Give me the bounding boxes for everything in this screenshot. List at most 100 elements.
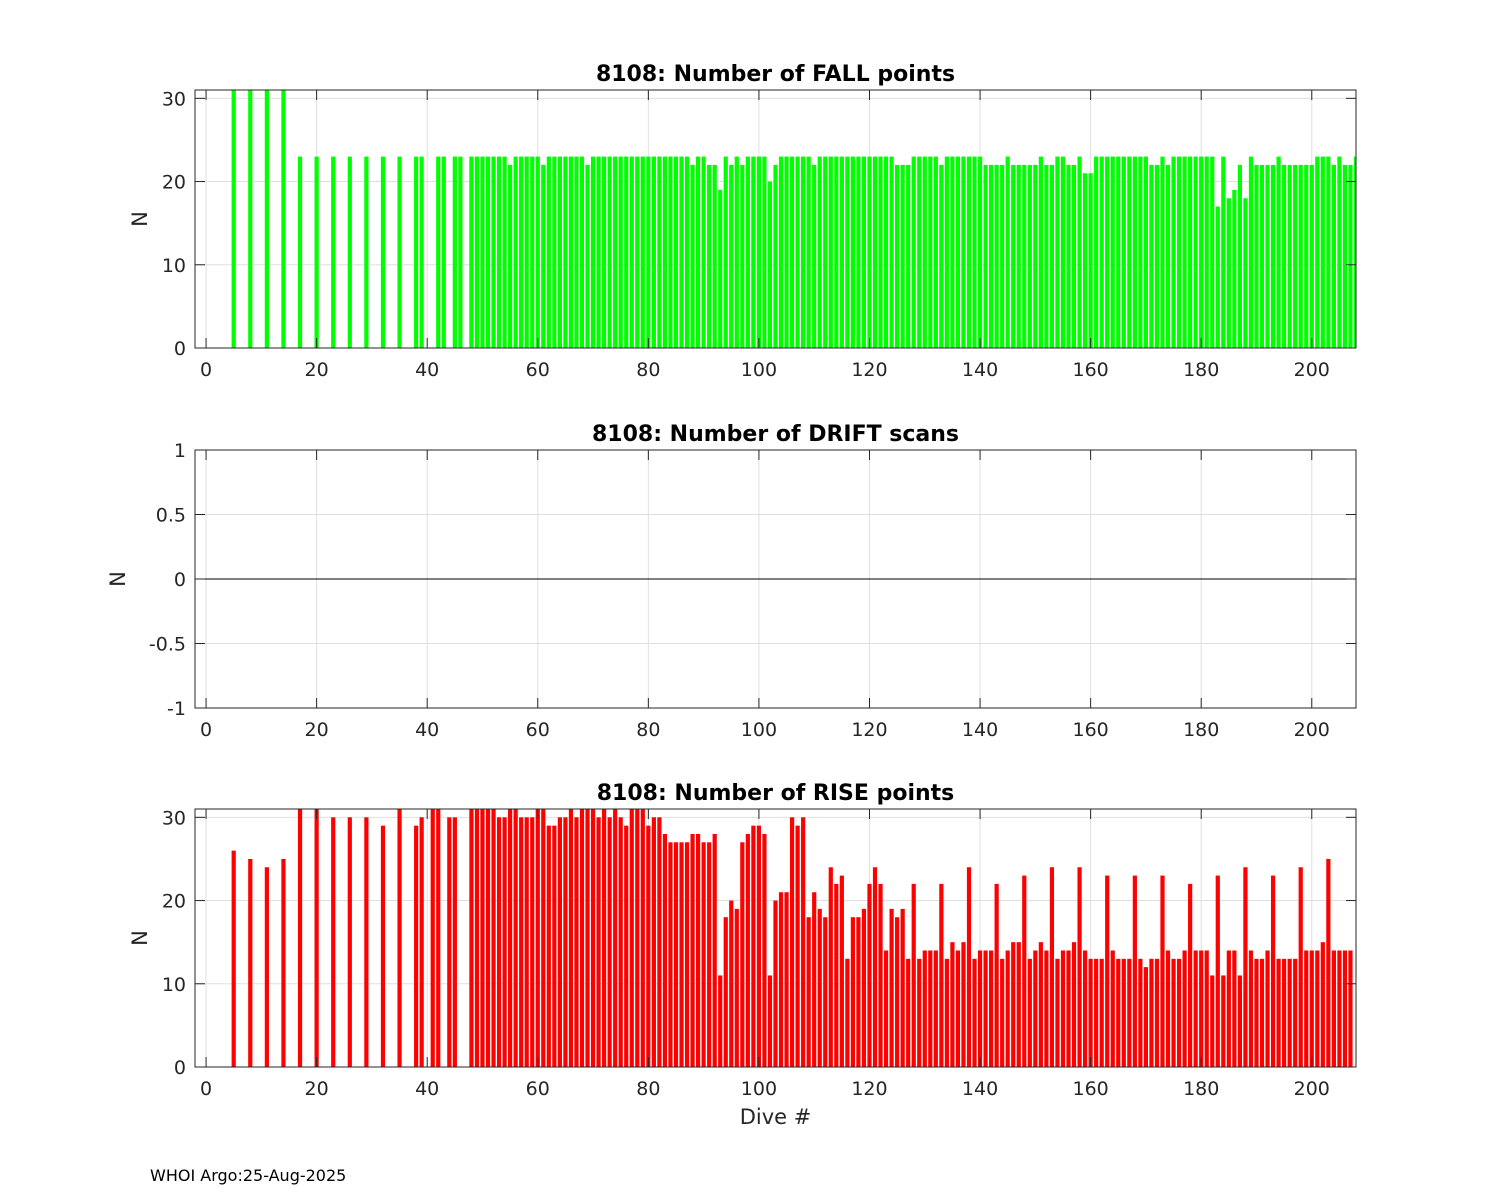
bar bbox=[1265, 164, 1270, 348]
bar bbox=[519, 156, 524, 348]
x-tick-label: 160 bbox=[1072, 359, 1108, 381]
bar bbox=[1270, 164, 1276, 348]
x-tick-label: 180 bbox=[1183, 719, 1219, 741]
bar bbox=[557, 817, 562, 1067]
bar bbox=[1022, 875, 1027, 1067]
bar bbox=[530, 817, 535, 1067]
bar bbox=[508, 809, 513, 1067]
bar bbox=[883, 950, 889, 1067]
bar bbox=[889, 156, 894, 348]
bar bbox=[513, 809, 518, 1067]
bar bbox=[895, 164, 900, 348]
bar bbox=[1011, 942, 1016, 1067]
bar bbox=[1143, 156, 1149, 348]
bar bbox=[646, 825, 651, 1067]
bar bbox=[1320, 156, 1325, 348]
chart-title: 8108: Number of DRIFT scans bbox=[592, 422, 959, 447]
bar bbox=[778, 892, 784, 1067]
bar bbox=[1033, 950, 1038, 1067]
bar bbox=[613, 809, 618, 1067]
axes-box bbox=[194, 89, 1357, 349]
bar bbox=[828, 156, 833, 348]
bar bbox=[1248, 156, 1254, 348]
bar-series bbox=[231, 90, 1356, 348]
bar bbox=[878, 156, 883, 348]
bar bbox=[491, 156, 496, 348]
bar bbox=[1254, 958, 1259, 1067]
bar bbox=[519, 817, 524, 1067]
x-tick-label: 20 bbox=[305, 719, 329, 741]
bar bbox=[872, 867, 878, 1067]
bar bbox=[944, 156, 949, 348]
bar bbox=[977, 950, 983, 1067]
y-tick-label: 0 bbox=[174, 338, 186, 360]
bar bbox=[1326, 858, 1331, 1067]
bar bbox=[1298, 867, 1303, 1067]
bar bbox=[314, 809, 319, 1067]
bar bbox=[917, 958, 922, 1067]
bar bbox=[917, 156, 922, 348]
bar bbox=[1033, 164, 1038, 348]
bar bbox=[756, 825, 762, 1067]
bar bbox=[784, 892, 789, 1067]
bar bbox=[1188, 883, 1193, 1067]
bar bbox=[1165, 950, 1171, 1067]
bar bbox=[723, 917, 728, 1067]
bar bbox=[347, 156, 352, 348]
bar bbox=[1110, 950, 1115, 1067]
bar bbox=[734, 908, 739, 1067]
x-tick-label: 120 bbox=[851, 719, 887, 741]
bar bbox=[535, 809, 540, 1067]
bar bbox=[1243, 198, 1248, 348]
bar bbox=[994, 164, 999, 348]
bar bbox=[900, 164, 905, 348]
bar bbox=[900, 908, 905, 1067]
y-tick-label: 30 bbox=[162, 807, 186, 829]
bar bbox=[1083, 173, 1088, 348]
x-tick-label: 160 bbox=[1072, 1078, 1108, 1100]
bar bbox=[1165, 164, 1171, 348]
bar bbox=[231, 850, 236, 1067]
bar bbox=[1000, 958, 1005, 1067]
bar bbox=[590, 809, 596, 1067]
bar bbox=[248, 858, 253, 1067]
bar bbox=[751, 156, 756, 348]
bar bbox=[1210, 975, 1215, 1067]
bar bbox=[1038, 156, 1043, 348]
bar bbox=[430, 809, 435, 1067]
bar bbox=[380, 156, 386, 348]
bar bbox=[1320, 942, 1325, 1067]
bar bbox=[1132, 156, 1137, 348]
y-axis-label: N bbox=[106, 571, 130, 587]
bar bbox=[1232, 950, 1237, 1067]
bar bbox=[618, 156, 623, 348]
bar bbox=[707, 164, 712, 348]
bar bbox=[911, 156, 916, 348]
bar bbox=[264, 867, 269, 1067]
bar bbox=[673, 156, 679, 348]
x-tick-label: 20 bbox=[305, 1078, 329, 1100]
x-tick-label: 80 bbox=[636, 719, 660, 741]
y-tick-label: -0.5 bbox=[149, 634, 186, 656]
bar bbox=[878, 883, 883, 1067]
bar bbox=[635, 156, 640, 348]
bar bbox=[1326, 156, 1331, 348]
bar bbox=[872, 156, 878, 348]
y-tick-label: 10 bbox=[162, 974, 186, 996]
bar bbox=[1127, 958, 1132, 1067]
bar bbox=[1226, 198, 1231, 348]
bar bbox=[684, 156, 690, 348]
bar bbox=[502, 156, 507, 348]
bar bbox=[436, 809, 441, 1067]
bar bbox=[579, 156, 585, 348]
bar bbox=[906, 958, 911, 1067]
bar bbox=[795, 156, 800, 348]
bar bbox=[546, 825, 551, 1067]
bar bbox=[397, 156, 402, 348]
bar bbox=[1337, 950, 1342, 1067]
bar bbox=[1226, 950, 1231, 1067]
bar bbox=[944, 958, 949, 1067]
bar bbox=[513, 156, 518, 348]
y-axis-label: N bbox=[128, 930, 152, 946]
